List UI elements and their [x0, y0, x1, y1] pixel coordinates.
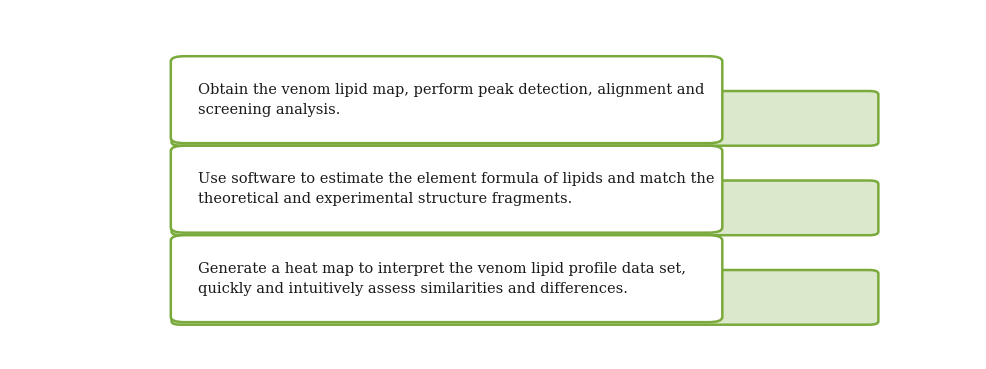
Text: Use software to estimate the element formula of lipids and match the
theoretical: Use software to estimate the element for… — [198, 172, 714, 206]
Text: Generate a heat map to interpret the venom lipid profile data set,
quickly and i: Generate a heat map to interpret the ven… — [198, 262, 685, 296]
Text: Obtain the venom lipid map, perform peak detection, alignment and
screening anal: Obtain the venom lipid map, perform peak… — [198, 83, 704, 117]
FancyBboxPatch shape — [171, 146, 722, 233]
FancyBboxPatch shape — [171, 235, 722, 322]
FancyBboxPatch shape — [171, 56, 722, 143]
FancyBboxPatch shape — [172, 270, 878, 325]
FancyBboxPatch shape — [172, 180, 878, 235]
FancyBboxPatch shape — [172, 91, 878, 146]
